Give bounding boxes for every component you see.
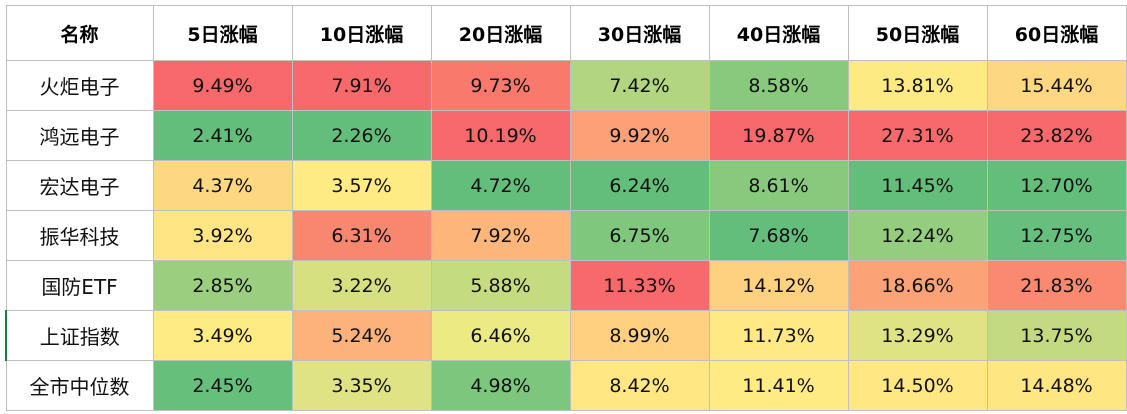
value-cell: 18.66%	[847, 260, 988, 311]
value-cell: 6.75%	[569, 210, 710, 261]
value-cell: 8.61%	[708, 160, 849, 211]
header-30d: 30日涨幅	[569, 5, 710, 61]
value-cell: 2.85%	[152, 260, 293, 311]
value-cell: 8.42%	[569, 360, 710, 411]
table-row: 上证指数 3.49% 5.24% 6.46% 8.99% 11.73% 13.29% 13.7…	[5, 310, 1127, 361]
value-cell: 7.91%	[291, 60, 432, 111]
value-cell: 2.26%	[291, 110, 432, 161]
table-row: 振华科技 3.92% 6.31% 7.92% 6.75% 7.68% 12.24% 12.75…	[5, 210, 1127, 261]
header-60d: 60日涨幅	[986, 5, 1127, 61]
value-cell: 6.24%	[569, 160, 710, 211]
header-40d: 40日涨幅	[708, 5, 849, 61]
table-row: 鸿远电子 2.41% 2.26% 10.19% 9.92% 19.87% 27.31% 23.…	[5, 110, 1127, 161]
row-name: 宏达电子	[5, 160, 154, 211]
value-cell: 14.12%	[708, 260, 849, 311]
row-name: 火炬电子	[5, 60, 154, 111]
value-cell: 9.73%	[430, 60, 571, 111]
header-5d: 5日涨幅	[152, 5, 293, 61]
value-cell: 4.98%	[430, 360, 571, 411]
header-row: 名称 5日涨幅 10日涨幅 20日涨幅 30日涨幅 40日涨幅 50日涨幅 60…	[5, 5, 1127, 61]
header-10d: 10日涨幅	[291, 5, 432, 61]
value-cell: 3.92%	[152, 210, 293, 261]
value-cell: 13.81%	[847, 60, 988, 111]
value-cell: 13.29%	[847, 310, 988, 361]
value-cell: 11.73%	[708, 310, 849, 361]
value-cell: 13.75%	[986, 310, 1127, 361]
value-cell: 27.31%	[847, 110, 988, 161]
header-50d: 50日涨幅	[847, 5, 988, 61]
value-cell: 4.72%	[430, 160, 571, 211]
value-cell: 23.82%	[986, 110, 1127, 161]
value-cell: 9.49%	[152, 60, 293, 111]
value-cell: 8.58%	[708, 60, 849, 111]
row-name: 振华科技	[5, 210, 154, 261]
value-cell: 14.48%	[986, 360, 1127, 411]
row-name: 鸿远电子	[5, 110, 154, 161]
returns-table: 名称 5日涨幅 10日涨幅 20日涨幅 30日涨幅 40日涨幅 50日涨幅 60…	[5, 5, 1127, 411]
value-cell: 11.45%	[847, 160, 988, 211]
value-cell: 6.46%	[430, 310, 571, 361]
value-cell: 3.49%	[152, 310, 293, 361]
table-row: 宏达电子 4.37% 3.57% 4.72% 6.24% 8.61% 11.45% 12.70…	[5, 160, 1127, 211]
value-cell: 2.45%	[152, 360, 293, 411]
table-row: 全市中位数 2.45% 3.35% 4.98% 8.42% 11.41% 14.50% 14.…	[5, 360, 1127, 411]
value-cell: 9.92%	[569, 110, 710, 161]
value-cell: 14.50%	[847, 360, 988, 411]
value-cell: 6.31%	[291, 210, 432, 261]
value-cell: 11.33%	[569, 260, 710, 311]
row-name: 全市中位数	[5, 360, 154, 411]
value-cell: 10.19%	[430, 110, 571, 161]
value-cell: 8.99%	[569, 310, 710, 361]
row-name: 上证指数	[5, 310, 154, 361]
row-name: 国防ETF	[5, 260, 154, 311]
value-cell: 3.57%	[291, 160, 432, 211]
value-cell: 12.70%	[986, 160, 1127, 211]
value-cell: 7.68%	[708, 210, 849, 261]
value-cell: 15.44%	[986, 60, 1127, 111]
value-cell: 11.41%	[708, 360, 849, 411]
value-cell: 3.22%	[291, 260, 432, 311]
value-cell: 12.24%	[847, 210, 988, 261]
value-cell: 4.37%	[152, 160, 293, 211]
value-cell: 3.35%	[291, 360, 432, 411]
value-cell: 2.41%	[152, 110, 293, 161]
table-row: 火炬电子 9.49% 7.91% 9.73% 7.42% 8.58% 13.81% 15.44…	[5, 60, 1127, 111]
value-cell: 21.83%	[986, 260, 1127, 311]
value-cell: 5.88%	[430, 260, 571, 311]
header-20d: 20日涨幅	[430, 5, 571, 61]
table-row: 国防ETF 2.85% 3.22% 5.88% 11.33% 14.12% 18.66% 21…	[5, 260, 1127, 311]
value-cell: 7.42%	[569, 60, 710, 111]
value-cell: 7.92%	[430, 210, 571, 261]
value-cell: 19.87%	[708, 110, 849, 161]
value-cell: 12.75%	[986, 210, 1127, 261]
value-cell: 5.24%	[291, 310, 432, 361]
header-name: 名称	[5, 5, 154, 61]
